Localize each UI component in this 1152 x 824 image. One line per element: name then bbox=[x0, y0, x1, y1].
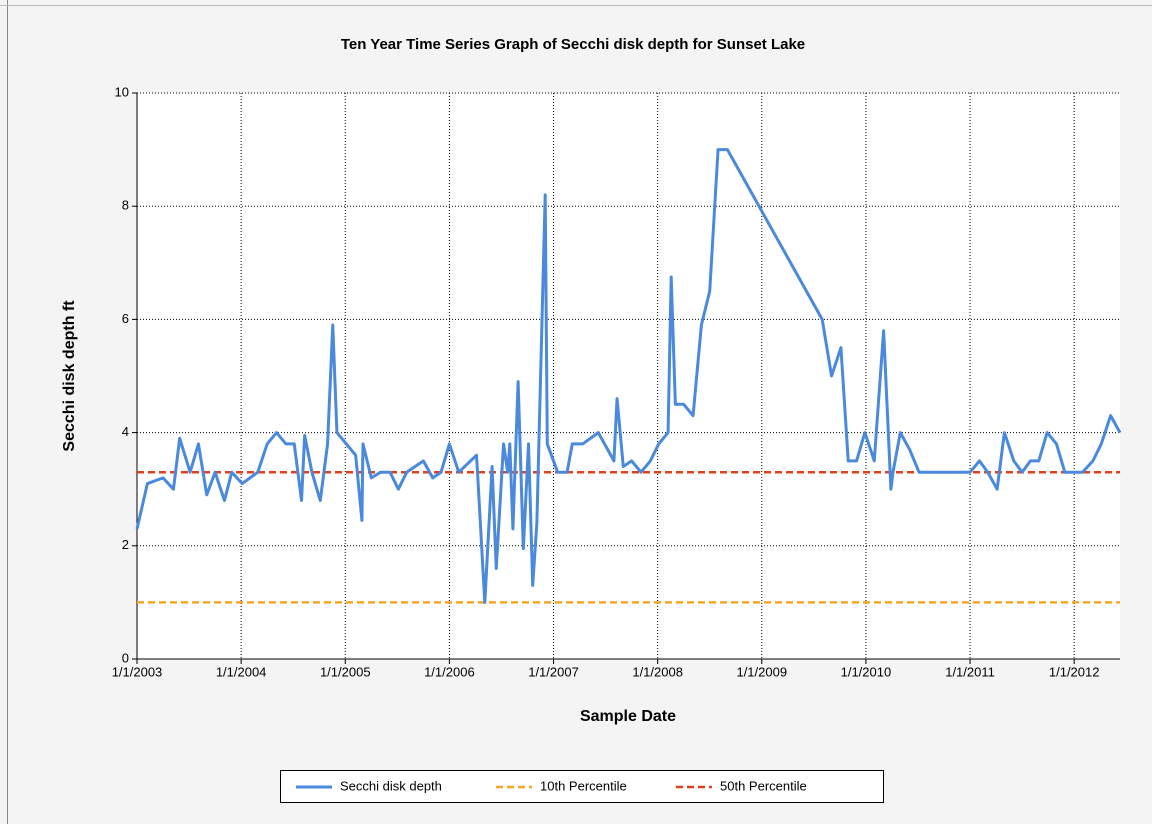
y-tick-label: 8 bbox=[122, 198, 129, 213]
x-tick-label: 1/1/2005 bbox=[320, 664, 371, 679]
plot-area bbox=[137, 93, 1120, 659]
x-tick-label: 1/1/2010 bbox=[841, 664, 892, 679]
x-tick-label: 1/1/2006 bbox=[424, 664, 475, 679]
legend-label: 10th Percentile bbox=[540, 778, 627, 793]
y-tick-label: 10 bbox=[115, 84, 129, 99]
y-axis-label: Secchi disk depth ft bbox=[61, 300, 78, 452]
x-tick-label: 1/1/2009 bbox=[736, 664, 787, 679]
chart-title: Ten Year Time Series Graph of Secchi dis… bbox=[341, 36, 805, 53]
x-tick-label: 1/1/2007 bbox=[528, 664, 579, 679]
y-tick-label: 0 bbox=[122, 650, 129, 665]
legend-label: 50th Percentile bbox=[720, 778, 807, 793]
x-tick-label: 1/1/2008 bbox=[632, 664, 683, 679]
x-axis-label: Sample Date bbox=[580, 708, 676, 725]
legend bbox=[280, 770, 884, 803]
x-tick-label: 1/1/2004 bbox=[216, 664, 267, 679]
y-tick-label: 6 bbox=[122, 311, 129, 326]
x-tick-label: 1/1/2003 bbox=[112, 664, 163, 679]
x-tick-label: 1/1/2012 bbox=[1049, 664, 1100, 679]
data-line bbox=[135, 148, 1122, 604]
y-tick-label: 4 bbox=[122, 424, 129, 439]
x-tick-label: 1/1/2011 bbox=[945, 664, 995, 679]
legend-label: Secchi disk depth bbox=[340, 778, 442, 793]
y-tick-label: 2 bbox=[122, 537, 129, 552]
